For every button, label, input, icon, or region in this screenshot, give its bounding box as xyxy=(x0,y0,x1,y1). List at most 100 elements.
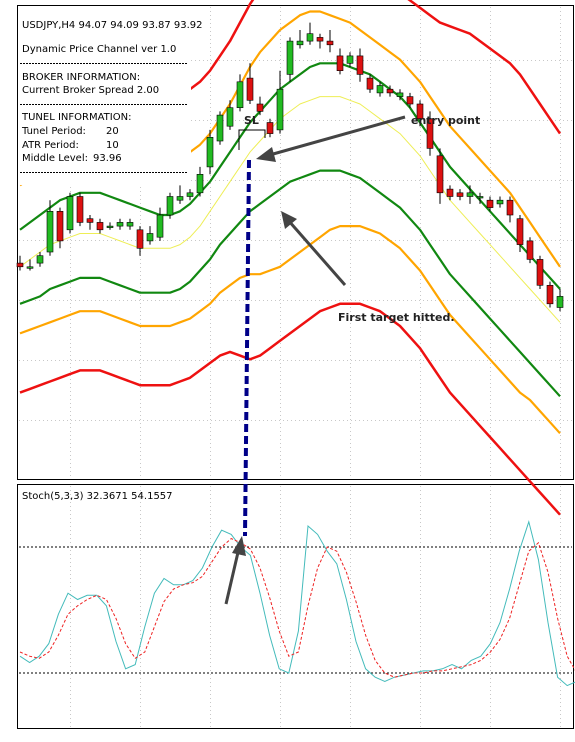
candle-body xyxy=(366,77,374,90)
info-panel: USDJPY,H4 94.07 94.09 93.87 93.92 Dynami… xyxy=(19,7,203,185)
candle-body xyxy=(256,103,264,112)
candle-body xyxy=(116,222,124,227)
stoch-grid xyxy=(70,486,561,727)
candle xyxy=(16,255,24,271)
candle xyxy=(506,196,514,223)
candle-body xyxy=(216,114,224,142)
candle xyxy=(306,22,314,45)
candle xyxy=(146,226,154,245)
candle xyxy=(186,189,194,201)
candle xyxy=(256,96,264,116)
candle-body xyxy=(276,88,284,131)
stoch-label: Stoch(5,3,3) 32.3671 54.1557 xyxy=(22,491,173,502)
candle-body xyxy=(96,222,104,231)
candle-body xyxy=(386,88,394,94)
candle-body xyxy=(46,211,54,253)
candle xyxy=(266,118,274,138)
candle xyxy=(436,148,444,204)
candle-body xyxy=(406,96,414,105)
entry-stoch-link xyxy=(243,159,251,537)
candle xyxy=(56,207,64,249)
candle-body xyxy=(86,218,94,223)
candle xyxy=(116,218,124,230)
candle xyxy=(416,100,424,127)
candle xyxy=(376,81,384,97)
middle-level-value: 93.96 xyxy=(93,153,122,164)
symbol-line: USDJPY,H4 94.07 94.09 93.87 93.92 xyxy=(22,20,203,31)
stop-loss-marker: SL xyxy=(238,114,266,150)
candle-body xyxy=(146,233,154,242)
candle xyxy=(336,48,344,75)
candle xyxy=(226,100,234,130)
candle-body xyxy=(346,55,354,64)
candle-body xyxy=(26,266,34,269)
candlestick-series xyxy=(16,22,564,312)
middle-level-label: Middle Level: xyxy=(22,153,88,164)
candle-body xyxy=(136,229,144,249)
candle-body xyxy=(106,225,114,228)
candle-body xyxy=(336,55,344,72)
candle xyxy=(556,289,564,312)
stoch-cross-arrow xyxy=(224,536,246,605)
candle xyxy=(386,85,394,97)
candle xyxy=(366,74,374,93)
entry-point-label: entry point xyxy=(411,114,480,127)
candle-body xyxy=(446,188,454,197)
candle-body xyxy=(486,199,494,208)
candle-body xyxy=(176,196,184,201)
tunnel-period-label: Tunel Period: xyxy=(21,126,86,137)
candle xyxy=(66,192,74,234)
candle xyxy=(206,129,214,175)
candle-body xyxy=(196,174,204,194)
candle-body xyxy=(426,118,434,149)
candle-body xyxy=(226,107,234,127)
candle xyxy=(166,192,174,219)
broker-spread: Current Broker Spread 2.00 xyxy=(22,85,159,96)
stoch-signal-line xyxy=(19,538,575,678)
candle-body xyxy=(316,37,324,42)
candle-body xyxy=(356,55,364,75)
stoch-lines xyxy=(19,520,575,687)
stoch-levels xyxy=(19,546,572,674)
candle xyxy=(96,218,104,234)
candle xyxy=(246,63,254,104)
lower-outer-band xyxy=(19,302,561,516)
candle xyxy=(76,192,84,227)
candle xyxy=(466,185,474,204)
candle xyxy=(496,196,504,208)
indicator-name: Dynamic Price Channel ver 1.0 xyxy=(22,44,176,55)
candle xyxy=(156,207,164,241)
candle-body xyxy=(126,222,134,227)
candle xyxy=(286,37,294,82)
stoch-main-line xyxy=(19,520,575,687)
candle-body xyxy=(416,103,424,120)
tunnel-period-value: 20 xyxy=(106,126,119,137)
candle-body xyxy=(496,199,504,205)
candle xyxy=(446,185,454,201)
candle xyxy=(426,111,434,156)
candle-body xyxy=(396,92,404,97)
candle xyxy=(486,196,494,212)
candle xyxy=(326,30,334,53)
candle xyxy=(356,48,364,82)
candle xyxy=(176,185,184,204)
candle-body xyxy=(16,262,24,268)
candle xyxy=(316,33,324,49)
candle-body xyxy=(306,33,314,42)
lower-mid-band xyxy=(19,225,561,435)
broker-heading: BROKER INFORMATION: xyxy=(22,72,140,83)
atr-period-label: ATR Period: xyxy=(22,140,79,151)
candle xyxy=(136,226,144,256)
candle-body xyxy=(506,199,514,216)
candle-body xyxy=(326,40,334,46)
candle xyxy=(86,215,94,230)
candle xyxy=(456,189,464,201)
candle xyxy=(46,200,54,256)
candle-body xyxy=(526,240,534,260)
candle xyxy=(106,222,114,230)
candle-body xyxy=(156,214,164,238)
candle-body xyxy=(296,40,304,46)
candle-body xyxy=(236,81,244,109)
candle-body xyxy=(436,155,444,194)
